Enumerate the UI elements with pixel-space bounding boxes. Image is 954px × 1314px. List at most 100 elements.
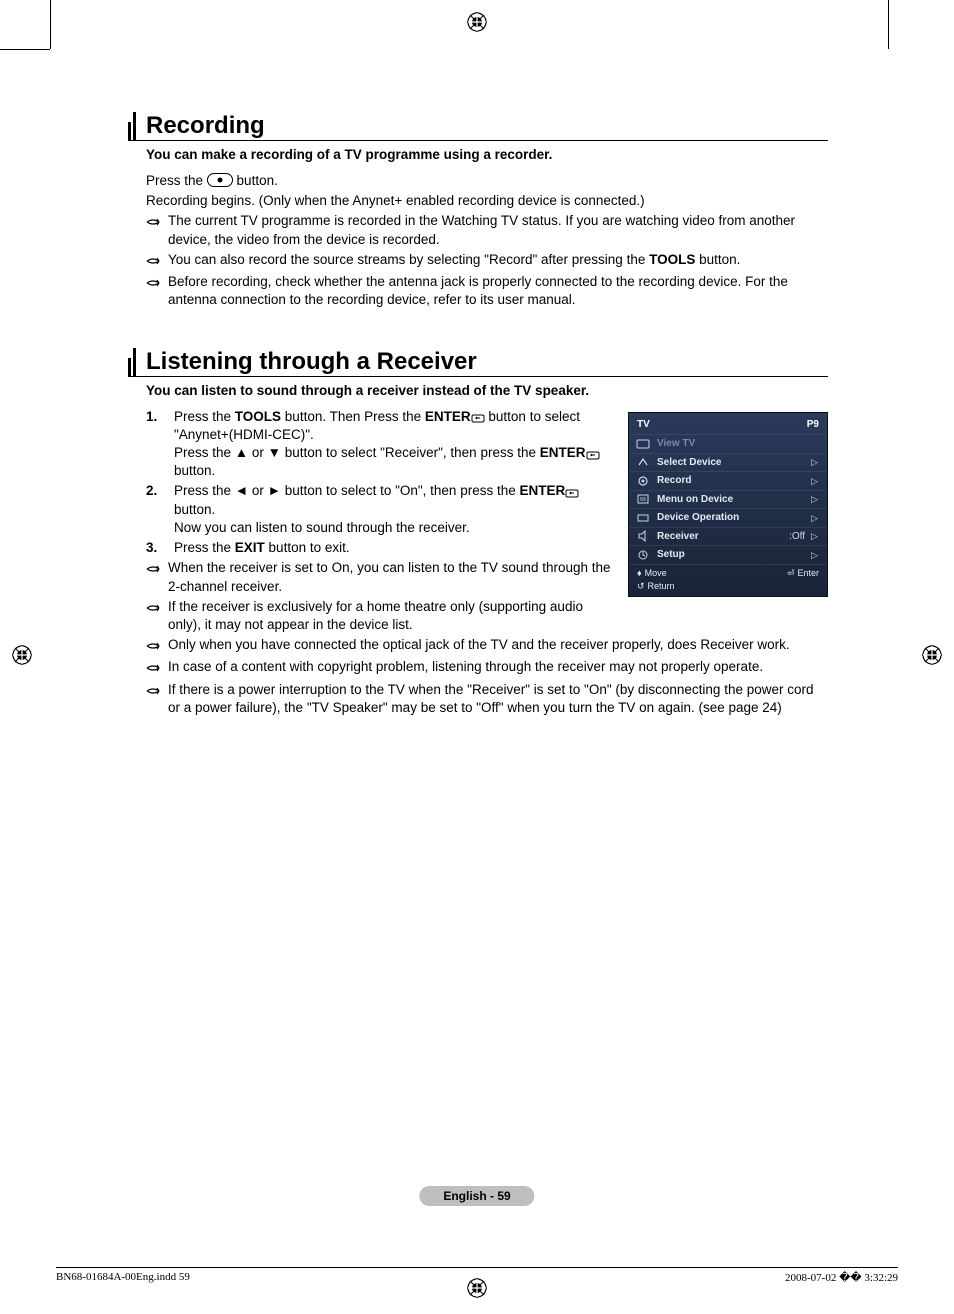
step-item: 1. Press the TOOLS button. Then Press th… — [146, 408, 614, 481]
enter-icon: ⏎ — [787, 567, 795, 579]
osd-item-label: Receiver — [657, 530, 789, 544]
osd-menu-item: Record▷ — [629, 471, 827, 490]
step-item: 3. Press the EXIT button to exit. — [146, 539, 614, 557]
section-title: Recording — [146, 114, 265, 140]
chevron-right-icon: ▷ — [811, 530, 821, 542]
section-bars-icon — [128, 348, 136, 376]
note-item: If the receiver is exclusively for a hom… — [146, 598, 614, 634]
step-number: 3. — [146, 539, 174, 557]
osd-menu-item: Device Operation▷ — [629, 508, 827, 527]
step-item: 2. Press the ◄ or ► button to select to … — [146, 482, 614, 537]
note-arrow-icon — [146, 251, 168, 271]
note-list: The current TV programme is recorded in … — [146, 212, 828, 309]
osd-item-label: Select Device — [657, 456, 811, 470]
osd-item-icon — [635, 512, 651, 524]
osd-menu-item: Setup▷ — [629, 545, 827, 564]
enter-icon — [471, 412, 485, 423]
text: Press the — [146, 173, 207, 188]
osd-footer: ↺Return — [629, 580, 827, 594]
osd-tv-label: TV — [637, 418, 650, 432]
page-number-pill: English - 59 — [419, 1186, 534, 1206]
recording-body: Press the button. Recording begins. (Onl… — [146, 172, 828, 310]
osd-item-icon — [635, 475, 651, 487]
note-arrow-icon — [146, 681, 168, 701]
page-number-label: English - 59 — [419, 1186, 534, 1206]
section-heading: Recording — [128, 112, 828, 141]
step-body: Press the TOOLS button. Then Press the E… — [174, 408, 614, 481]
osd-item-label: Device Operation — [657, 511, 811, 525]
osd-menu: TV P9 View TVSelect Device▷Record▷Menu o… — [628, 408, 828, 637]
chevron-right-icon: ▷ — [811, 512, 821, 524]
osd-menu-item: Menu on Device▷ — [629, 490, 827, 509]
osd-menu-item: Receiver:Off▷ — [629, 527, 827, 546]
print-metadata: BN68-01684A-00Eng.indd 59 2008-07-02 �� … — [56, 1267, 898, 1284]
osd-item-icon — [635, 530, 651, 542]
section-title: Listening through a Receiver — [146, 350, 477, 376]
note-item: Only when you have connected the optical… — [146, 636, 828, 656]
osd-item-icon — [635, 438, 651, 450]
note-item: Before recording, check whether the ante… — [146, 273, 828, 309]
crop-mark — [0, 49, 50, 50]
manual-page: Recording You can make a recording of a … — [0, 0, 954, 1314]
section-subtitle: You can make a recording of a TV program… — [146, 147, 828, 162]
enter-icon — [565, 487, 579, 498]
document-id: BN68-01684A-00Eng.indd 59 — [56, 1271, 190, 1284]
note-arrow-icon — [146, 658, 168, 678]
return-icon: ↺ — [637, 580, 645, 592]
osd-channel: P9 — [807, 418, 819, 432]
note-text: In case of a content with copyright prob… — [168, 658, 828, 676]
osd-footer: ♦Move ⏎Enter — [629, 564, 827, 580]
step-number: 1. — [146, 408, 174, 426]
body-text: Recording begins. (Only when the Anynet+… — [146, 192, 828, 210]
note-item: The current TV programme is recorded in … — [146, 212, 828, 248]
osd-item-icon — [635, 493, 651, 505]
registration-mark-icon — [10, 643, 34, 667]
text: button. — [237, 173, 278, 188]
note-item: In case of a content with copyright prob… — [146, 658, 828, 678]
body-text: Press the button. — [146, 172, 828, 190]
note-item: You can also record the source streams b… — [146, 251, 828, 271]
section-bars-icon — [128, 112, 136, 140]
record-button-icon — [207, 173, 233, 187]
crop-mark — [50, 0, 51, 49]
osd-header: TV P9 — [629, 416, 827, 435]
step-body: Press the EXIT button to exit. — [174, 539, 614, 557]
registration-mark-icon — [920, 643, 944, 667]
note-text: Before recording, check whether the ante… — [168, 273, 828, 309]
osd-menu-item: Select Device▷ — [629, 453, 827, 472]
step-body: Press the ◄ or ► button to select to "On… — [174, 482, 614, 537]
note-arrow-icon — [146, 212, 168, 232]
chevron-right-icon: ▷ — [811, 475, 821, 487]
osd-item-label: Setup — [657, 548, 811, 562]
note-item: If there is a power interruption to the … — [146, 681, 828, 717]
osd-item-icon — [635, 549, 651, 561]
osd-item-label: View TV — [657, 437, 821, 451]
crop-mark — [888, 0, 889, 49]
page-content: Recording You can make a recording of a … — [128, 112, 828, 719]
bold-text: TOOLS — [649, 252, 695, 267]
chevron-right-icon: ▷ — [811, 456, 821, 468]
note-text: If the receiver is exclusively for a hom… — [168, 598, 614, 634]
move-icon: ♦ — [637, 567, 642, 579]
registration-mark-icon — [465, 10, 489, 34]
chevron-right-icon: ▷ — [811, 493, 821, 505]
note-item: When the receiver is set to On, you can … — [146, 559, 614, 595]
step-list: 1. Press the TOOLS button. Then Press th… — [146, 408, 614, 558]
note-text: You can also record the source streams b… — [168, 251, 828, 269]
chevron-right-icon: ▷ — [811, 549, 821, 561]
receiver-body: 1. Press the TOOLS button. Then Press th… — [146, 408, 828, 718]
osd-menu-item: View TV — [629, 434, 827, 453]
note-text: Only when you have connected the optical… — [168, 636, 828, 654]
print-timestamp: 2008-07-02 �� 3:32:29 — [785, 1271, 898, 1284]
note-text: When the receiver is set to On, you can … — [168, 559, 614, 595]
enter-icon — [586, 449, 600, 460]
section-subtitle: You can listen to sound through a receiv… — [146, 383, 828, 398]
section-heading: Listening through a Receiver — [128, 348, 828, 377]
osd-item-label: Menu on Device — [657, 493, 811, 507]
note-arrow-icon — [146, 559, 168, 579]
osd-item-label: Record — [657, 474, 811, 488]
note-text: If there is a power interruption to the … — [168, 681, 828, 717]
note-text: The current TV programme is recorded in … — [168, 212, 828, 248]
note-arrow-icon — [146, 598, 168, 618]
note-arrow-icon — [146, 273, 168, 293]
